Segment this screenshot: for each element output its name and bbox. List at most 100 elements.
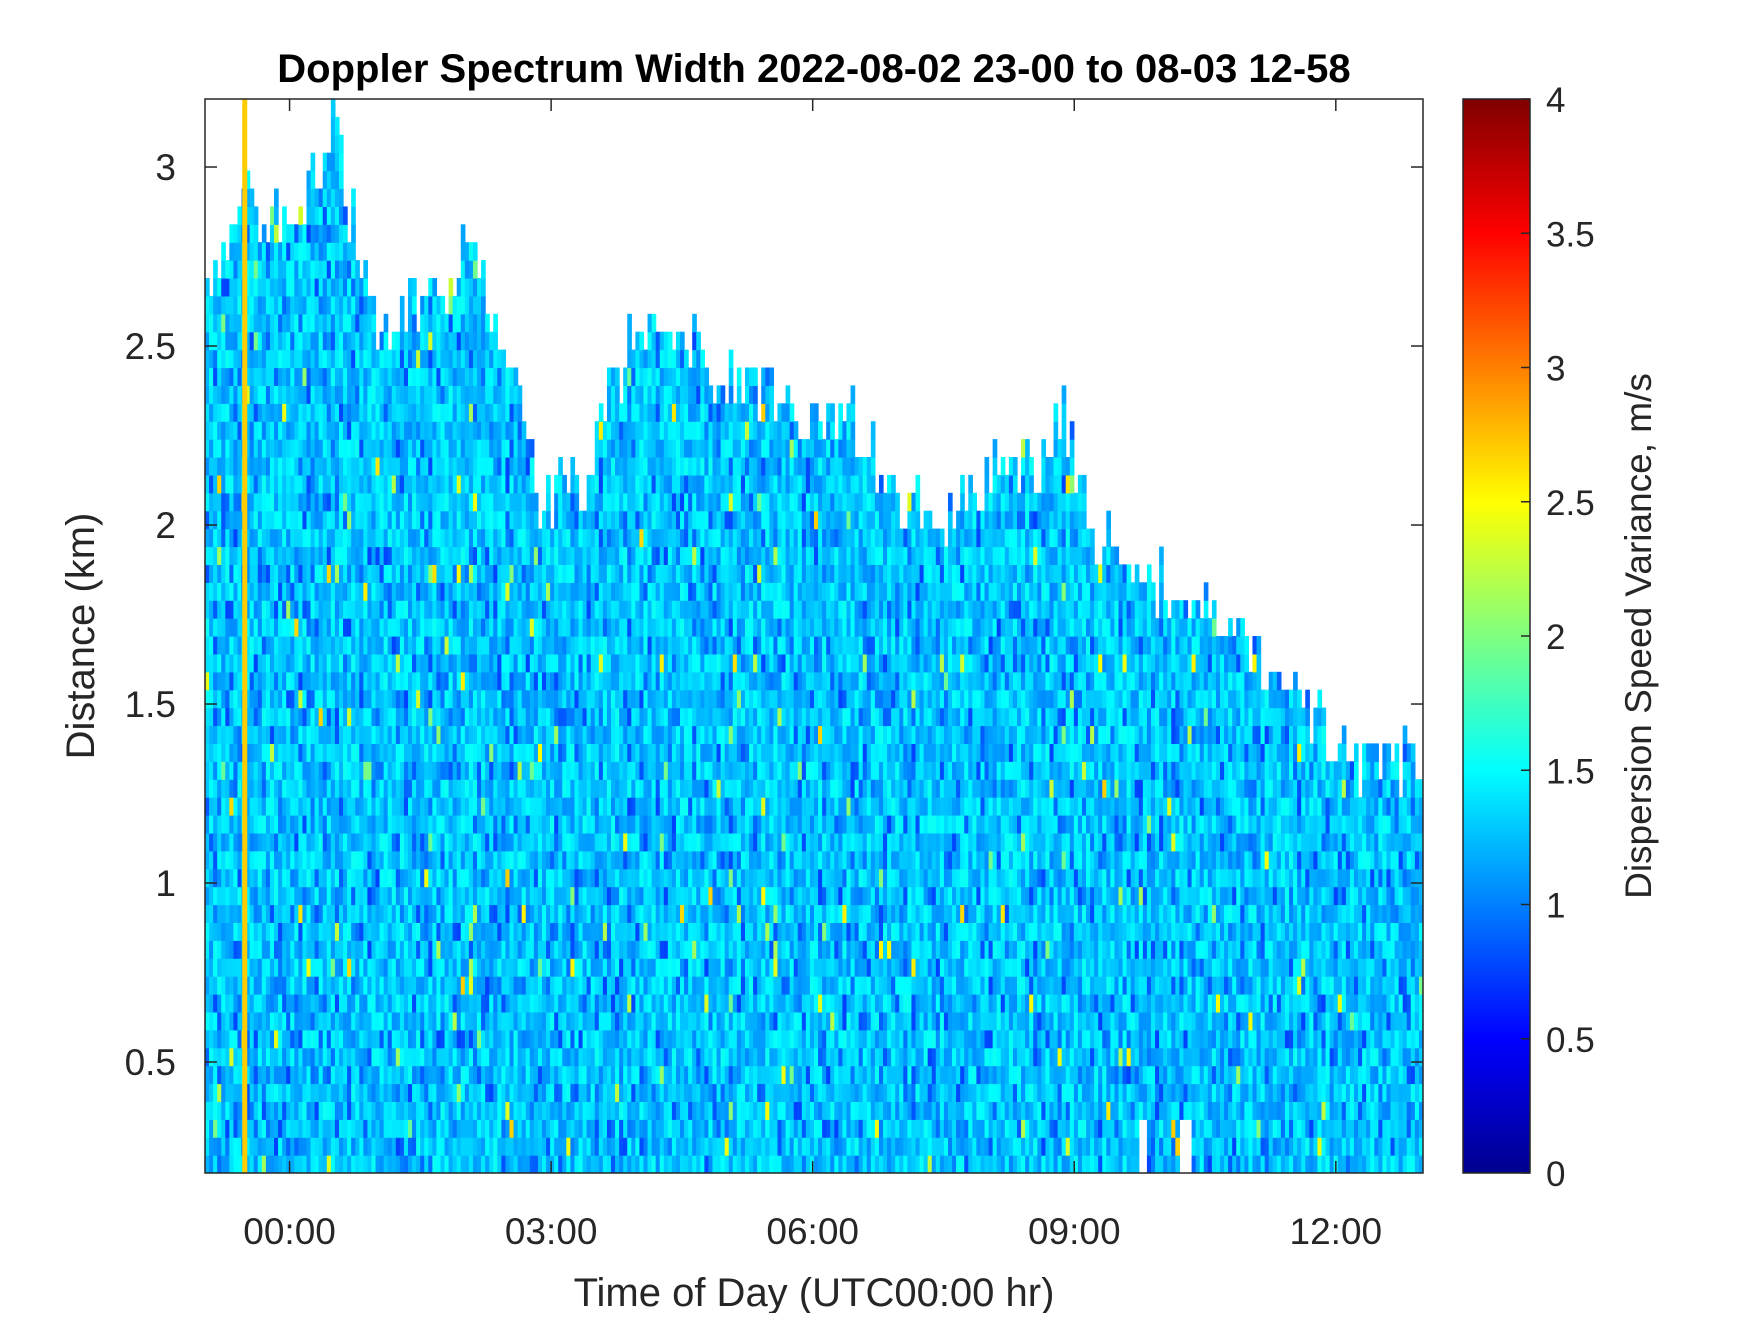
heatmap-cell [472, 421, 478, 440]
heatmap-cell [590, 1065, 596, 1085]
heatmap-cell [570, 1083, 576, 1102]
heatmap-cell [375, 671, 381, 691]
heatmap-cell [265, 331, 271, 351]
heatmap-cell [472, 1101, 478, 1120]
heatmap-cell [468, 1065, 474, 1085]
heatmap-cell [205, 689, 210, 709]
heatmap-cell [282, 1083, 287, 1102]
heatmap-cell [460, 618, 466, 637]
heatmap-cell [395, 832, 401, 852]
heatmap-cell [570, 779, 576, 798]
heatmap-cell [290, 886, 295, 906]
heatmap-cell [326, 278, 332, 297]
heatmap-cell [221, 868, 226, 888]
heatmap-cell [481, 653, 486, 673]
heatmap-cell [606, 976, 612, 995]
heatmap-cell [395, 1047, 401, 1067]
heatmap-cell [379, 474, 385, 494]
heatmap-cell [278, 1083, 283, 1102]
heatmap-cell [359, 510, 364, 530]
heatmap-cell [566, 1155, 571, 1173]
heatmap-cell [619, 904, 624, 923]
heatmap-cell [322, 421, 328, 440]
heatmap-cell [432, 689, 438, 709]
heatmap-cell [249, 1011, 255, 1031]
heatmap-cell [363, 689, 368, 709]
heatmap-cell [468, 385, 474, 404]
heatmap-cell [363, 564, 368, 583]
heatmap-cell [481, 492, 486, 512]
heatmap-cell [590, 546, 596, 565]
heatmap-cell [355, 367, 360, 386]
heatmap-cell [237, 618, 243, 637]
heatmap-cell [420, 743, 425, 762]
heatmap-cell [403, 367, 409, 386]
heatmap-cell [310, 850, 316, 870]
heatmap-cell [205, 886, 210, 906]
heatmap-cell [391, 832, 397, 852]
heatmap-cell [489, 940, 494, 959]
heatmap-cell [286, 439, 291, 458]
heatmap-cell [412, 761, 417, 780]
heatmap-cell [383, 331, 389, 351]
heatmap-cell [310, 170, 316, 190]
heatmap-cell [363, 403, 368, 422]
heatmap-cell [420, 403, 425, 422]
heatmap-cell [302, 1119, 308, 1138]
heatmap-cell [290, 582, 295, 601]
heatmap-cell [497, 958, 502, 977]
heatmap-cell [525, 1065, 531, 1085]
heatmap-cell [464, 994, 470, 1013]
heatmap-cell [586, 653, 592, 673]
heatmap-cell [558, 457, 563, 476]
heatmap-cell [416, 922, 421, 941]
heatmap-cell [302, 564, 308, 583]
heatmap-cell [233, 1155, 239, 1173]
heatmap-cell [481, 1155, 486, 1173]
heatmap-cell [330, 295, 336, 315]
heatmap-cell [444, 922, 450, 941]
heatmap-cell [217, 707, 222, 727]
heatmap-cell [237, 653, 243, 673]
heatmap-cell [274, 582, 279, 601]
heatmap-cell [562, 1119, 567, 1138]
heatmap-cell [351, 850, 356, 870]
heatmap-cell [282, 689, 287, 709]
heatmap-cell [314, 403, 320, 422]
heatmap-cell [574, 1155, 580, 1173]
heatmap-cell [383, 779, 389, 798]
heatmap-cell [468, 904, 474, 923]
heatmap-cell [205, 1083, 210, 1102]
heatmap-cell [428, 815, 433, 834]
heatmap-cell [298, 421, 304, 440]
heatmap-cell [602, 922, 608, 941]
heatmap-cell [274, 278, 279, 297]
heatmap-cell [237, 349, 243, 369]
heatmap-cell [351, 1083, 356, 1102]
heatmap-cell [497, 976, 502, 995]
heatmap-cell [314, 868, 320, 888]
heatmap-cell [456, 636, 462, 655]
heatmap-cell [265, 313, 271, 333]
heatmap-cell [310, 1029, 316, 1049]
heatmap-cell [213, 474, 218, 494]
heatmap-cell [375, 797, 381, 816]
heatmap-cell [570, 492, 576, 512]
heatmap-cell [213, 922, 218, 941]
heatmap-cell [225, 815, 230, 834]
heatmap-cell [550, 815, 555, 834]
heatmap-cell [619, 922, 624, 941]
heatmap-cell [245, 743, 251, 762]
heatmap-cell [619, 797, 624, 816]
heatmap-cell [286, 958, 291, 977]
heatmap-cell [582, 904, 588, 923]
heatmap-cell [334, 994, 340, 1013]
heatmap-cell [460, 582, 466, 601]
heatmap-cell [525, 850, 531, 870]
heatmap-cell [517, 421, 523, 440]
heatmap-cell [367, 367, 373, 386]
heatmap-cell [432, 528, 438, 548]
heatmap-cell [464, 707, 470, 727]
heatmap-cell [590, 492, 596, 512]
heatmap-cell [537, 761, 543, 780]
